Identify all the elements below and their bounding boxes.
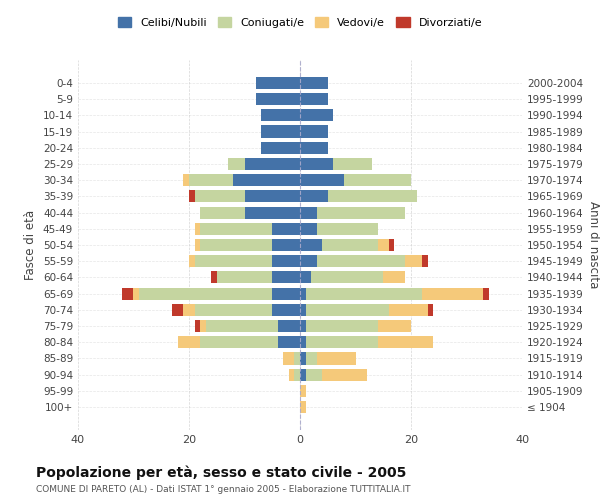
Y-axis label: Anni di nascita: Anni di nascita <box>587 202 600 288</box>
Bar <box>300 222 317 235</box>
Bar <box>272 255 300 268</box>
Bar <box>317 206 406 218</box>
Bar <box>300 272 311 283</box>
Bar <box>184 304 194 316</box>
Bar <box>300 126 328 138</box>
Bar <box>184 174 189 186</box>
Bar <box>389 239 394 251</box>
Bar <box>300 142 328 154</box>
Bar <box>256 77 300 89</box>
Bar <box>300 93 328 105</box>
Bar <box>272 288 300 300</box>
Bar <box>200 320 206 332</box>
Bar <box>305 336 378 348</box>
Bar <box>317 255 406 268</box>
Bar <box>305 288 422 300</box>
Bar <box>200 206 245 218</box>
Bar <box>178 336 200 348</box>
Bar <box>300 288 305 300</box>
Bar <box>139 288 272 300</box>
Bar <box>428 304 433 316</box>
Text: Popolazione per età, sesso e stato civile - 2005: Popolazione per età, sesso e stato civil… <box>36 465 406 479</box>
Bar <box>317 352 355 364</box>
Bar <box>378 320 411 332</box>
Bar <box>311 272 383 283</box>
Bar <box>228 158 245 170</box>
Bar <box>300 255 317 268</box>
Bar <box>406 255 422 268</box>
Bar <box>305 352 317 364</box>
Bar <box>283 352 295 364</box>
Bar <box>194 239 200 251</box>
Bar <box>300 158 334 170</box>
Bar <box>378 336 433 348</box>
Bar <box>322 239 378 251</box>
Bar <box>300 304 305 316</box>
Bar <box>206 320 278 332</box>
Bar <box>300 174 344 186</box>
Bar <box>200 222 272 235</box>
Bar <box>300 401 305 413</box>
Bar <box>194 304 272 316</box>
Bar <box>422 255 428 268</box>
Bar <box>300 385 305 397</box>
Bar <box>334 158 372 170</box>
Bar <box>300 190 328 202</box>
Bar <box>200 336 278 348</box>
Bar <box>261 142 300 154</box>
Bar <box>483 288 489 300</box>
Bar <box>300 206 317 218</box>
Bar <box>217 272 272 283</box>
Bar <box>194 222 200 235</box>
Bar <box>305 304 389 316</box>
Bar <box>133 288 139 300</box>
Bar <box>300 352 305 364</box>
Bar <box>189 255 194 268</box>
Bar <box>322 368 367 381</box>
Bar <box>245 158 300 170</box>
Bar <box>189 174 233 186</box>
Bar <box>194 255 272 268</box>
Bar <box>272 222 300 235</box>
Bar <box>289 368 295 381</box>
Bar <box>344 174 411 186</box>
Bar <box>211 272 217 283</box>
Bar <box>305 320 378 332</box>
Bar <box>233 174 300 186</box>
Bar <box>300 320 305 332</box>
Bar <box>272 239 300 251</box>
Bar <box>300 77 328 89</box>
Bar <box>383 272 406 283</box>
Bar <box>172 304 184 316</box>
Bar <box>272 272 300 283</box>
Bar <box>300 109 334 122</box>
Y-axis label: Fasce di età: Fasce di età <box>25 210 37 280</box>
Bar <box>278 336 300 348</box>
Bar <box>300 336 305 348</box>
Bar <box>194 190 245 202</box>
Bar <box>305 368 322 381</box>
Bar <box>200 239 272 251</box>
Bar <box>261 109 300 122</box>
Bar <box>300 368 305 381</box>
Bar <box>122 288 133 300</box>
Bar <box>189 190 194 202</box>
Text: COMUNE DI PARETO (AL) - Dati ISTAT 1° gennaio 2005 - Elaborazione TUTTITALIA.IT: COMUNE DI PARETO (AL) - Dati ISTAT 1° ge… <box>36 485 410 494</box>
Bar <box>256 93 300 105</box>
Bar <box>278 320 300 332</box>
Bar <box>245 190 300 202</box>
Bar <box>389 304 428 316</box>
Bar <box>295 368 300 381</box>
Legend: Celibi/Nubili, Coniugati/e, Vedovi/e, Divorziati/e: Celibi/Nubili, Coniugati/e, Vedovi/e, Di… <box>118 18 482 28</box>
Bar <box>422 288 483 300</box>
Bar <box>245 206 300 218</box>
Bar <box>317 222 378 235</box>
Bar <box>194 320 200 332</box>
Bar <box>300 239 322 251</box>
Bar <box>261 126 300 138</box>
Bar <box>272 304 300 316</box>
Bar <box>295 352 300 364</box>
Bar <box>328 190 416 202</box>
Bar <box>378 239 389 251</box>
